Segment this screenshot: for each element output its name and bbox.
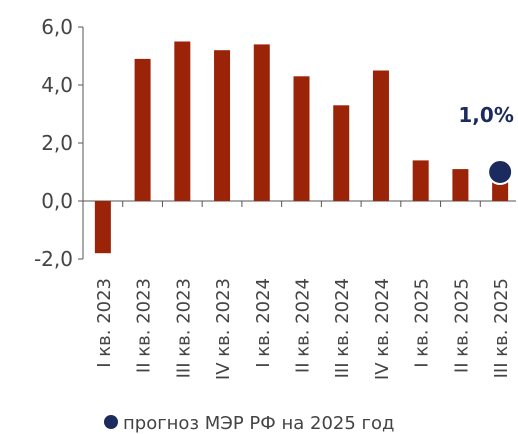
x-tick-label: IV кв. 2024	[372, 278, 393, 380]
x-tick-label: III кв. 2024	[332, 278, 353, 378]
x-tick-label: I кв. 2025	[412, 278, 433, 368]
bar	[214, 50, 231, 202]
y-tick-label: 0,0	[41, 189, 73, 213]
bar	[253, 44, 270, 202]
x-tick-label: III кв. 2025	[491, 278, 512, 378]
bar	[412, 160, 429, 201]
x-tick-label: I кв. 2023	[94, 278, 115, 368]
x-tick-label: II кв. 2023	[134, 278, 155, 373]
bar	[134, 58, 151, 202]
bar	[452, 169, 469, 201]
y-tick-label: 4,0	[41, 73, 73, 97]
data-label: 1,0%	[458, 103, 513, 127]
y-tick-label: -2,0	[34, 247, 73, 271]
y-tick-label: 6,0	[41, 15, 73, 39]
x-tick-label: I кв. 2024	[253, 278, 274, 368]
bar	[372, 70, 389, 201]
x-tick-label: III кв. 2023	[173, 278, 194, 378]
bar	[174, 41, 191, 201]
bar	[333, 105, 350, 201]
bar	[293, 76, 310, 201]
x-tick-label: II кв. 2025	[451, 278, 472, 373]
legend-marker	[104, 415, 118, 429]
bar	[492, 180, 509, 201]
x-tick-label: IV кв. 2023	[213, 278, 234, 380]
legend-label: прогноз МЭР РФ на 2025 год	[123, 413, 394, 434]
forecast-marker	[487, 159, 514, 185]
y-tick-label: 2,0	[41, 131, 73, 155]
x-tick-label: II кв. 2024	[293, 278, 314, 373]
bar	[94, 201, 111, 254]
